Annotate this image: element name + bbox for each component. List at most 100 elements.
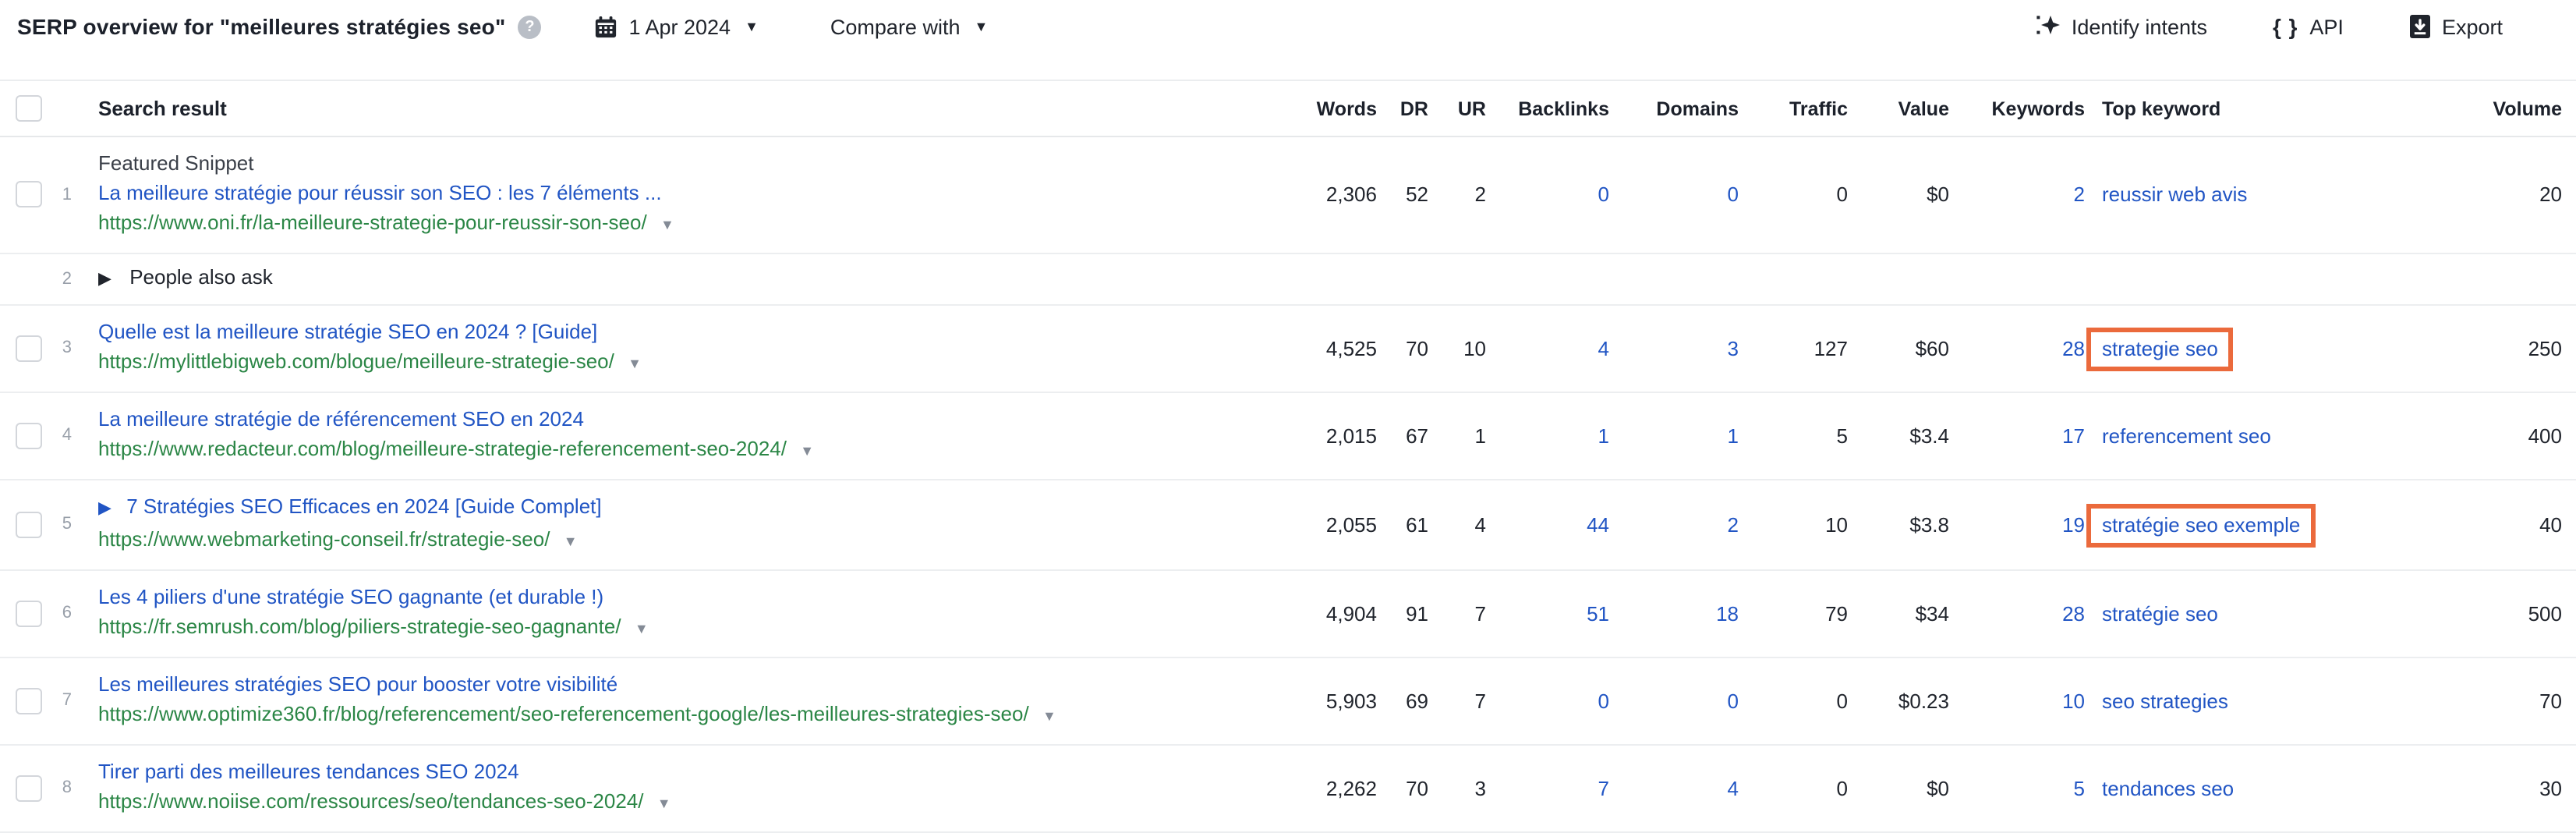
col-header-volume[interactable]: Volume: [2493, 97, 2562, 119]
help-icon[interactable]: ?: [518, 15, 542, 38]
table-row: 6 ▶ Les 4 piliers d'une stratégie SEO ga…: [0, 571, 2576, 658]
result-title-link[interactable]: Les meilleures stratégies SEO pour boost…: [98, 672, 618, 696]
result-title-link[interactable]: 7 Stratégies SEO Efficaces en 2024 [Guid…: [126, 494, 602, 518]
result-title-line: ▶ ▶ 7 Stratégies SEO Efficaces en 2024 […: [98, 491, 1232, 524]
col-header-backlinks[interactable]: Backlinks: [1518, 97, 1609, 119]
backlinks-link[interactable]: 51: [1587, 601, 1609, 625]
url-dropdown-caret-icon[interactable]: ▼: [1042, 708, 1056, 724]
result-url-link[interactable]: https://www.optimize360.fr/blog/referenc…: [98, 702, 1029, 725]
result-url-line: https://fr.semrush.com/blog/piliers-stra…: [98, 611, 1232, 644]
backlinks-link[interactable]: 0: [1598, 689, 1609, 712]
domains-link[interactable]: 0: [1727, 183, 1739, 206]
identify-intents-button[interactable]: Identify intents: [2036, 14, 2207, 39]
row-checkbox[interactable]: [16, 335, 42, 361]
row-checkbox[interactable]: [16, 511, 42, 537]
result-title-link[interactable]: Les 4 piliers d'une stratégie SEO gagnan…: [98, 585, 604, 608]
api-button[interactable]: { } API: [2273, 14, 2344, 39]
col-header-dr[interactable]: DR: [1399, 97, 1428, 119]
col-header-domains[interactable]: Domains: [1656, 97, 1739, 119]
row-checkbox[interactable]: [16, 775, 42, 801]
top-keyword-link[interactable]: stratégie seo exemple: [2102, 512, 2301, 536]
table-row: 2 ▶ People also ask: [0, 254, 2576, 306]
url-dropdown-caret-icon[interactable]: ▼: [800, 443, 815, 459]
result-url-link[interactable]: https://www.webmarketing-conseil.fr/stra…: [98, 527, 550, 551]
col-header-keywords[interactable]: Keywords: [1991, 97, 2086, 119]
domains-link[interactable]: 1: [1727, 424, 1739, 447]
col-header-ur[interactable]: UR: [1457, 97, 1486, 119]
keywords-link[interactable]: 2: [2073, 183, 2085, 206]
top-keyword-link[interactable]: tendances seo: [2102, 776, 2235, 799]
result-title-link[interactable]: La meilleure stratégie pour réussir son …: [98, 181, 662, 204]
url-dropdown-caret-icon[interactable]: ▼: [628, 356, 642, 371]
col-header-search-result[interactable]: Search result: [98, 97, 227, 120]
dr-value: 70: [1406, 776, 1428, 799]
keywords-link[interactable]: 28: [2062, 601, 2085, 625]
domains-link[interactable]: 4: [1727, 776, 1739, 799]
result-url-link[interactable]: https://www.noiise.com/ressources/seo/te…: [98, 789, 644, 813]
keywords-link[interactable]: 19: [2062, 512, 2085, 536]
top-keyword-link[interactable]: stratégie seo: [2102, 601, 2218, 625]
compare-with-button[interactable]: Compare with ▼: [830, 15, 988, 38]
result-cell: ▶ ▶ 7 Stratégies SEO Efficaces en 2024 […: [72, 491, 1232, 557]
result-url-link[interactable]: https://www.oni.fr/la-meilleure-strategi…: [98, 211, 647, 234]
traffic-value: 0: [1836, 183, 1848, 206]
domains-link[interactable]: 2: [1727, 512, 1739, 536]
words-value: 4,904: [1325, 601, 1377, 625]
result-url-link[interactable]: https://www.redacteur.com/blog/meilleure…: [98, 437, 787, 460]
row-checkbox[interactable]: [16, 687, 42, 714]
domains-link[interactable]: 3: [1727, 336, 1739, 360]
result-title-link[interactable]: Tirer parti des meilleures tendances SEO…: [98, 760, 519, 783]
table-row: 4 ▶ La meilleure stratégie de référencem…: [0, 393, 2576, 480]
top-keyword-link[interactable]: seo strategies: [2102, 689, 2228, 712]
result-url-line: https://www.webmarketing-conseil.fr/stra…: [98, 524, 1232, 557]
result-url-link[interactable]: https://fr.semrush.com/blog/piliers-stra…: [98, 615, 621, 638]
row-checkbox[interactable]: [16, 422, 42, 448]
export-label: Export: [2441, 15, 2503, 38]
top-keyword-cell: tendances seo: [2085, 776, 2375, 799]
top-keyword-link[interactable]: strategie seo: [2102, 336, 2218, 360]
expand-caret-icon[interactable]: ▶: [98, 270, 111, 289]
col-header-words[interactable]: Words: [1316, 97, 1377, 119]
top-keyword-cell: strategie seo: [2085, 327, 2375, 370]
table-header-row: Search result Words DR UR Backlinks Doma…: [0, 80, 2576, 137]
result-title-link[interactable]: Quelle est la meilleure stratégie SEO en…: [98, 320, 598, 343]
url-dropdown-caret-icon[interactable]: ▼: [634, 621, 649, 636]
backlinks-link[interactable]: 44: [1587, 512, 1609, 536]
volume-value: 70: [2539, 689, 2562, 712]
keywords-link[interactable]: 10: [2062, 689, 2085, 712]
serp-table: Search result Words DR UR Backlinks Doma…: [0, 80, 2576, 833]
export-button[interactable]: Export: [2409, 14, 2503, 39]
backlinks-link[interactable]: 1: [1598, 424, 1609, 447]
select-all-checkbox[interactable]: [16, 95, 42, 122]
url-dropdown-caret-icon[interactable]: ▼: [563, 533, 578, 549]
url-dropdown-caret-icon[interactable]: ▼: [656, 796, 671, 811]
col-header-top-keyword[interactable]: Top keyword: [2102, 97, 2221, 119]
date-picker-button[interactable]: 1 Apr 2024 ▼: [594, 15, 759, 38]
keywords-link[interactable]: 28: [2062, 336, 2085, 360]
domains-link[interactable]: 18: [1716, 601, 1739, 625]
keywords-link[interactable]: 17: [2062, 424, 2085, 447]
col-header-value[interactable]: Value: [1898, 97, 1949, 119]
backlinks-link[interactable]: 7: [1598, 776, 1609, 799]
top-keyword-highlight-box: seo strategies: [2102, 689, 2228, 712]
top-keyword-link[interactable]: reussir web avis: [2102, 183, 2248, 206]
result-title-link[interactable]: People also ask: [129, 265, 273, 289]
featured-snippet-label: Featured Snippet: [98, 151, 254, 175]
result-title-link[interactable]: La meilleure stratégie de référencement …: [98, 407, 584, 431]
top-keyword-link[interactable]: referencement seo: [2102, 424, 2271, 447]
row-checkbox[interactable]: [16, 600, 42, 626]
ur-value: 2: [1474, 183, 1486, 206]
domains-link[interactable]: 0: [1727, 689, 1739, 712]
result-url-link[interactable]: https://mylittlebigweb.com/blogue/meille…: [98, 349, 614, 373]
row-checkbox[interactable]: [16, 181, 42, 207]
dr-value: 70: [1406, 336, 1428, 360]
url-dropdown-caret-icon[interactable]: ▼: [660, 217, 674, 232]
backlinks-link[interactable]: 4: [1598, 336, 1609, 360]
backlinks-link[interactable]: 0: [1598, 183, 1609, 206]
volume-value: 250: [2528, 336, 2562, 360]
keywords-link[interactable]: 5: [2073, 776, 2085, 799]
col-header-traffic[interactable]: Traffic: [1789, 97, 1848, 119]
top-keyword-highlight-box: reussir web avis: [2102, 183, 2247, 206]
traffic-value: 5: [1836, 424, 1848, 447]
ur-value: 3: [1474, 776, 1486, 799]
